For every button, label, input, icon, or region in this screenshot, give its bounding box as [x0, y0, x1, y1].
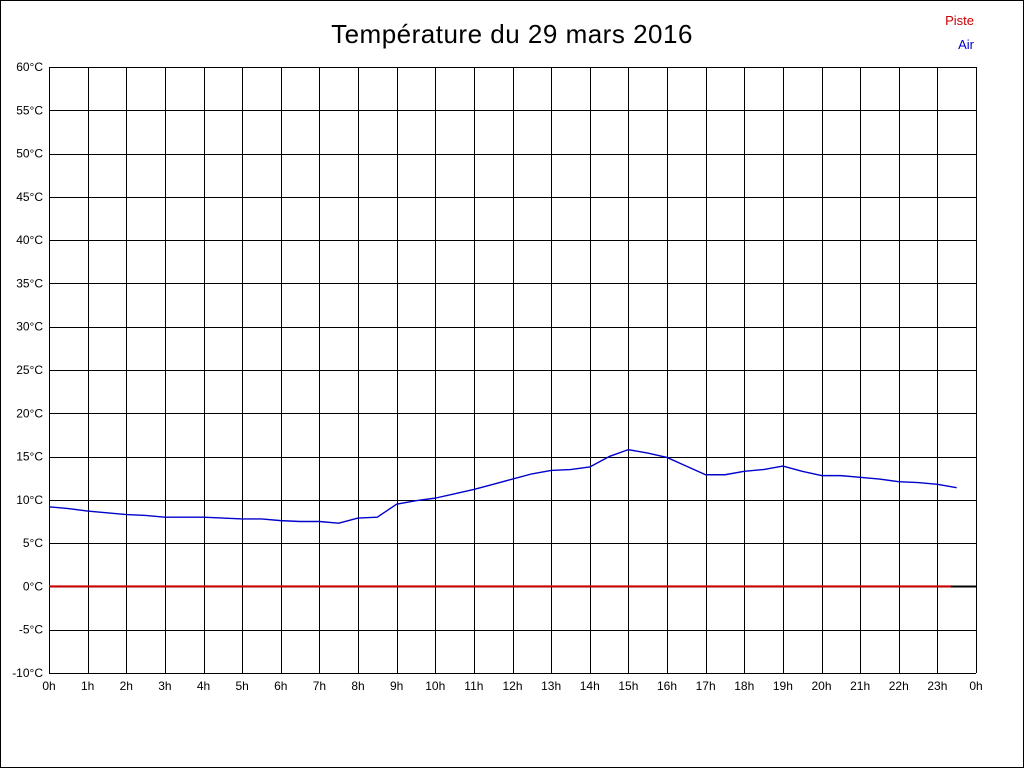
x-tick-label: 13h	[541, 679, 561, 693]
x-tick-label: 0h	[969, 679, 982, 693]
y-tick-label: 0°C	[23, 579, 43, 593]
x-tick-label: 3h	[158, 679, 171, 693]
x-tick-label: 8h	[351, 679, 364, 693]
x-tick-label: 9h	[390, 679, 403, 693]
y-tick-label: -5°C	[19, 623, 43, 637]
x-tick-label: 23h	[927, 679, 947, 693]
x-tick-label: 16h	[657, 679, 677, 693]
x-tick-label: 15h	[618, 679, 638, 693]
x-tick-label: 6h	[274, 679, 287, 693]
y-tick-label: 55°C	[16, 103, 43, 117]
y-tick-label: -10°C	[12, 666, 43, 680]
y-tick-label: 60°C	[16, 60, 43, 74]
x-tick-label: 2h	[120, 679, 133, 693]
x-tick-label: 20h	[811, 679, 831, 693]
x-tick-label: 0h	[42, 679, 55, 693]
x-tick-label: 7h	[313, 679, 326, 693]
y-tick-label: 25°C	[16, 363, 43, 377]
x-tick-label: 10h	[425, 679, 445, 693]
x-tick-label: 5h	[235, 679, 248, 693]
x-tick-label: 22h	[889, 679, 909, 693]
x-tick-label: 4h	[197, 679, 210, 693]
x-tick-label: 19h	[773, 679, 793, 693]
x-tick-label: 11h	[464, 679, 483, 693]
chart-title: Température du 29 mars 2016	[331, 19, 693, 49]
y-tick-label: 10°C	[16, 493, 43, 507]
y-tick-label: 45°C	[16, 190, 43, 204]
x-tick-label: 12h	[502, 679, 522, 693]
y-tick-label: 20°C	[16, 406, 43, 420]
x-tick-label: 18h	[734, 679, 754, 693]
legend-item-air: Air	[958, 37, 974, 52]
legend: Piste Air	[945, 13, 974, 52]
y-tick-label: 30°C	[16, 320, 43, 334]
y-tick-label: 5°C	[23, 536, 43, 550]
y-tick-label: 15°C	[16, 450, 43, 464]
y-tick-label: 35°C	[16, 276, 43, 290]
x-tick-label: 17h	[696, 679, 716, 693]
x-tick-label: 21h	[850, 679, 870, 693]
y-tick-label: 40°C	[16, 233, 43, 247]
series-air-line	[48, 448, 957, 524]
x-tick-label: 1h	[81, 679, 94, 693]
legend-item-piste: Piste	[945, 13, 974, 28]
y-tick-label: 50°C	[16, 147, 43, 161]
x-tick-label: 14h	[580, 679, 600, 693]
